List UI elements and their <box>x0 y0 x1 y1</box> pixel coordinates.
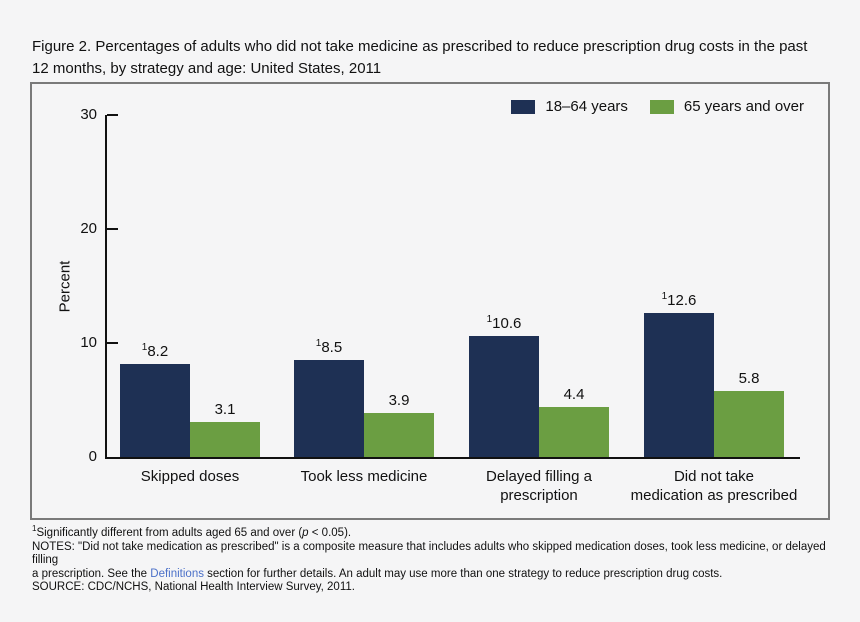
significance-marker: 1 <box>315 338 322 349</box>
notes-line2-after: section for further details. An adult ma… <box>203 567 723 580</box>
notes-line2: a prescription. See the Definitions sect… <box>32 568 844 582</box>
chart-legend: 18–64 years 65 years and over <box>511 98 804 115</box>
source-line: SOURCE: CDC/NCHS, National Health Interv… <box>32 581 355 593</box>
bar-value-label: 112.6 <box>661 291 697 309</box>
bar <box>469 336 539 457</box>
ytick-label: 10 <box>80 334 97 351</box>
bar <box>294 360 364 457</box>
significance-marker: 1 <box>661 291 668 302</box>
category-label: Delayed filling a prescription <box>486 468 592 504</box>
bar-value-label: 18.2 <box>141 342 169 360</box>
x-axis-line <box>105 457 800 459</box>
notes-line1: NOTES: "Did not take medication as presc… <box>32 540 826 567</box>
bar <box>190 422 260 457</box>
bar-value-label: 18.5 <box>315 338 343 356</box>
legend-item: 65 years and over <box>649 98 804 115</box>
bar <box>364 413 434 457</box>
ytick-mark <box>107 228 118 230</box>
footnotes: 1Significantly different from adults age… <box>32 524 844 595</box>
footnote-significance: 1Significantly different from adults age… <box>32 524 844 541</box>
ytick-mark <box>107 342 118 344</box>
footnote-marker: 1 <box>32 524 37 534</box>
bar <box>539 407 609 457</box>
bar-value-label: 110.6 <box>486 314 522 332</box>
figure-title: Figure 2. Percentages of adults who did … <box>32 36 832 80</box>
legend-label: 18–64 years <box>545 98 628 115</box>
bar-value-label: 5.8 <box>738 370 760 387</box>
bar-value-label: 3.1 <box>214 401 236 418</box>
bar-value-label: 3.9 <box>388 392 410 409</box>
category-label: Did not take medication as prescribed <box>630 468 798 504</box>
footnote-text-end: < 0.05). <box>308 527 352 539</box>
significance-marker: 1 <box>486 314 493 325</box>
figure-title-line2: 12 months, by strategy and age: United S… <box>32 60 382 77</box>
significance-marker: 1 <box>141 342 148 353</box>
footnote-text: Significantly different from adults aged… <box>36 527 303 539</box>
bar <box>120 364 190 457</box>
chart-panel: 18–64 years 65 years and over Percent 0 10 2… <box>30 82 830 520</box>
y-axis-line <box>105 115 107 459</box>
ytick-mark <box>107 114 118 116</box>
definitions-link[interactable]: Definitions <box>150 567 204 580</box>
category-label: Took less medicine <box>300 468 428 485</box>
bar-value-label: 4.4 <box>563 386 585 403</box>
notes-line2-before: a prescription. See the <box>32 567 151 580</box>
y-axis-title: Percent <box>56 260 74 313</box>
ytick-label: 30 <box>80 106 97 123</box>
legend-swatch <box>511 99 536 114</box>
category-label: Skipped doses <box>140 468 240 485</box>
footnote-p-var: p <box>302 527 309 539</box>
ytick-label: 0 <box>88 448 97 465</box>
chart-plot-area: Percent 0 10 20 30 18.2 3.1 Skipped doses 18.5 3.… <box>32 84 828 518</box>
legend-item: 18–64 years <box>511 98 628 115</box>
bar <box>714 391 784 457</box>
ytick-label: 20 <box>80 220 97 237</box>
legend-label: 65 years and over <box>683 98 804 115</box>
figure-title-line1: Figure 2. Percentages of adults who did … <box>32 38 808 55</box>
bar <box>644 313 714 457</box>
legend-swatch <box>649 99 674 114</box>
